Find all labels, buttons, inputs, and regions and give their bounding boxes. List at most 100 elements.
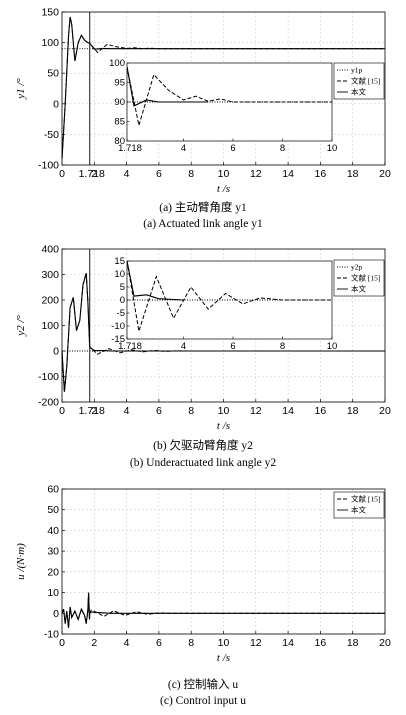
x-tick-label: 10 — [218, 168, 230, 180]
x-tick-label: 10 — [218, 637, 230, 649]
legend-label-1: y2p — [351, 263, 363, 272]
x-tick-label: 16 — [315, 637, 327, 649]
legend-label-1: 文献 [15] — [351, 494, 380, 504]
x-tick-label: 4 — [124, 168, 130, 180]
inset-plot: 1.718 4 6 8 10 80 85 90 95 100 — [109, 58, 337, 154]
x-axis-label: t /s — [217, 183, 230, 195]
x-tick-label: 14 — [282, 405, 294, 417]
x-tick-label: 12 — [250, 637, 262, 649]
x-tick-label: 4 — [124, 405, 130, 417]
legend-label-2: 文献 [15] — [351, 76, 380, 86]
x-tick-label: 12 — [250, 168, 262, 180]
inset-y-tick-label: -15 — [111, 334, 125, 345]
x-tick-label: 12 — [250, 405, 262, 417]
legend-label-2: 本文 — [351, 505, 366, 515]
chart-2: 0 2 4 6 8 10 12 14 16 18 20 1.718 -200 -100 0 100 200 300… — [15, 244, 391, 470]
inset-x-tick-label: 1.718 — [118, 143, 142, 154]
legend-label-3: 本文 — [351, 284, 366, 294]
y-tick-label: 40 — [47, 525, 59, 537]
x-tick-label: 0 — [59, 637, 65, 649]
x-tick-label: 6 — [156, 405, 162, 417]
x-tick-label: 20 — [379, 405, 391, 417]
inset-y-tick-label: -10 — [111, 321, 125, 332]
caption-en: (a) Actuated link angle y1 — [143, 218, 263, 230]
y-tick-label: 50 — [47, 68, 59, 80]
x-tick-label: 2 — [91, 405, 97, 417]
chart-1: 0 2 4 6 8 10 12 14 16 18 20 1.718 -100 -50 0 50 100 150 t … — [15, 7, 391, 231]
x-tick-label: 16 — [315, 405, 327, 417]
y-tick-label: -10 — [44, 629, 59, 641]
legend-label-1: y1p — [351, 66, 363, 75]
caption-en: (c) Control input u — [160, 695, 246, 707]
inset-series-1-line — [127, 66, 332, 126]
y-tick-label: 50 — [47, 504, 59, 516]
inset-x-tick-label: 4 — [181, 341, 186, 352]
x-tick-label: 0 — [59, 168, 65, 180]
y-axis-label: y1 /° — [15, 78, 27, 100]
inset-x-tick-label: 6 — [230, 341, 235, 352]
x-axis-label: t /s — [217, 420, 230, 432]
y-tick-label: 300 — [41, 269, 59, 281]
caption-cn: (b) 欠驱动臂角度 y2 — [153, 438, 253, 452]
series-2-line — [61, 592, 385, 628]
y-tick-label: 0 — [53, 608, 59, 620]
y-axis-label: u /(N·m) — [15, 543, 27, 580]
inset-y-tick-label: 95 — [114, 78, 125, 89]
inset-y-tick-label: 5 — [120, 282, 125, 293]
legend-label-3: 本文 — [351, 87, 366, 97]
y-tick-label: 400 — [41, 244, 59, 256]
legend-label-2: 文献 [15] — [351, 273, 380, 283]
x-tick-label: 2 — [91, 168, 97, 180]
legend-box — [333, 259, 385, 297]
x-tick-label: 18 — [347, 637, 359, 649]
y-tick-label: 0 — [53, 346, 59, 358]
x-tick-label: 14 — [282, 168, 294, 180]
inset-x-tick-label: 8 — [280, 341, 285, 352]
y-tick-label: -200 — [38, 397, 59, 409]
x-tick-label: 20 — [379, 168, 391, 180]
y-tick-label: 100 — [41, 37, 59, 49]
caption-cn: (a) 主动臂角度 y1 — [159, 200, 247, 214]
y-tick-label: 10 — [47, 587, 59, 599]
x-tick-label: 8 — [188, 637, 194, 649]
x-tick-label: 6 — [156, 637, 162, 649]
x-tick-label: 14 — [282, 637, 294, 649]
inset-x-tick-label: 8 — [280, 143, 285, 154]
inset-series-2-line — [127, 66, 209, 107]
y-tick-label: 100 — [41, 320, 59, 332]
inset-x-tick-label: 4 — [181, 143, 186, 154]
y-tick-label: 60 — [47, 484, 59, 496]
x-tick-label: 8 — [188, 405, 194, 417]
x-axis-label: t /s — [217, 652, 230, 664]
x-tick-label: 8 — [188, 168, 194, 180]
y-tick-label: 20 — [47, 566, 59, 578]
marker-tick-label: 1.718 — [79, 405, 105, 417]
inset-y-tick-label: 80 — [114, 136, 125, 147]
inset-series-2-line — [127, 261, 184, 301]
inset-y-tick-label: 90 — [114, 97, 125, 108]
x-tick-label: 4 — [124, 637, 130, 649]
y-tick-label: 200 — [41, 295, 59, 307]
inset-y-tick-label: 0 — [120, 295, 125, 306]
inset-y-tick-label: 10 — [114, 269, 125, 280]
y-tick-label: -100 — [38, 371, 59, 383]
x-tick-label: 18 — [347, 405, 359, 417]
inset-y-tick-label: 85 — [114, 117, 125, 128]
inset-x-tick-label: 6 — [230, 143, 235, 154]
inset-x-tick-label: 10 — [327, 143, 338, 154]
y-tick-label: 0 — [53, 98, 59, 110]
inset-plot: 1.718 4 6 8 10 -15 -10 -5 0 5 10 15 — [111, 256, 337, 352]
inset-x-tick-label: 10 — [327, 341, 338, 352]
x-tick-label: 6 — [156, 168, 162, 180]
inset-y-tick-label: 15 — [114, 256, 125, 267]
series-2-line — [61, 16, 385, 159]
legend-box — [333, 491, 385, 519]
inset-x-tick-label: 1.718 — [118, 341, 142, 352]
inset-y-tick-label: -5 — [117, 308, 125, 319]
x-tick-label: 10 — [218, 405, 230, 417]
caption-cn: (c) 控制输入 u — [168, 677, 239, 691]
caption-en: (b) Underactuated link angle y2 — [130, 457, 276, 469]
inset-series-1-line — [127, 261, 332, 332]
